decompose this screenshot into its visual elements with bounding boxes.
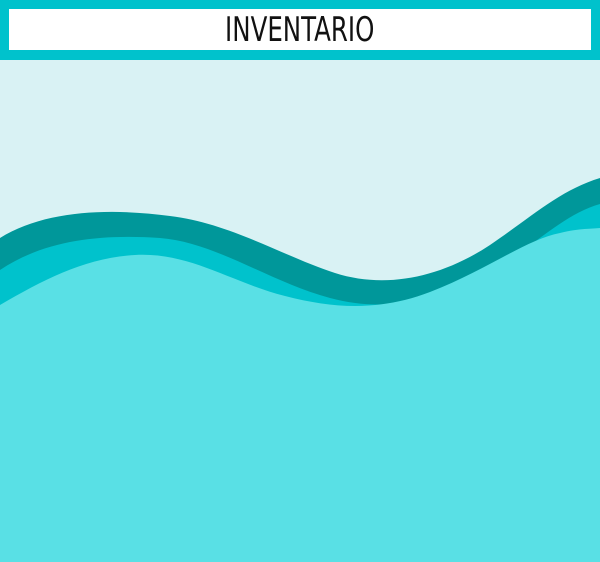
- front-wave: [0, 228, 600, 562]
- page-title: INVENTARIO: [225, 9, 375, 50]
- header-bar: INVENTARIO: [0, 0, 600, 60]
- title-box: INVENTARIO: [9, 9, 591, 50]
